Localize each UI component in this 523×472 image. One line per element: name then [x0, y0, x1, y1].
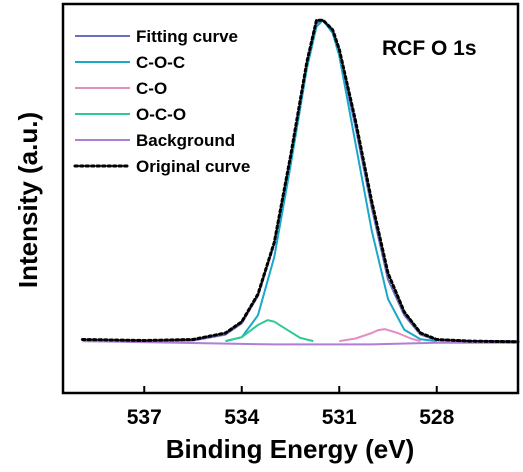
chart-annotation: RCF O 1s — [382, 37, 477, 60]
plot-frame — [61, 2, 520, 395]
legend: Fitting curve C-O-C C-O O-C-O Background Orig… — [73, 27, 250, 176]
series-line-1 — [225, 19, 437, 343]
series-line-4 — [82, 340, 518, 346]
legend-label: Background — [136, 131, 235, 150]
series-line-3 — [225, 319, 314, 343]
x-ticks: 537 534 531 528 — [127, 386, 455, 429]
legend-label: C-O-C — [136, 53, 185, 72]
legend-label: Fitting curve — [136, 27, 238, 46]
legend-label: C-O — [136, 79, 167, 98]
legend-label: Original curve — [136, 157, 250, 176]
series-line-2 — [339, 328, 421, 343]
x-axis-title: Binding Energy (eV) — [166, 434, 414, 464]
curves-layer — [81, 18, 520, 346]
x-tick-label: 531 — [322, 406, 357, 429]
legend-label: O-C-O — [136, 105, 186, 124]
y-axis-title: Intensity (a.u.) — [13, 112, 43, 288]
x-tick-label: 528 — [419, 406, 454, 429]
series-line-5 — [81, 18, 520, 344]
x-tick-label: 537 — [127, 406, 162, 429]
x-tick-label: 534 — [224, 406, 259, 429]
